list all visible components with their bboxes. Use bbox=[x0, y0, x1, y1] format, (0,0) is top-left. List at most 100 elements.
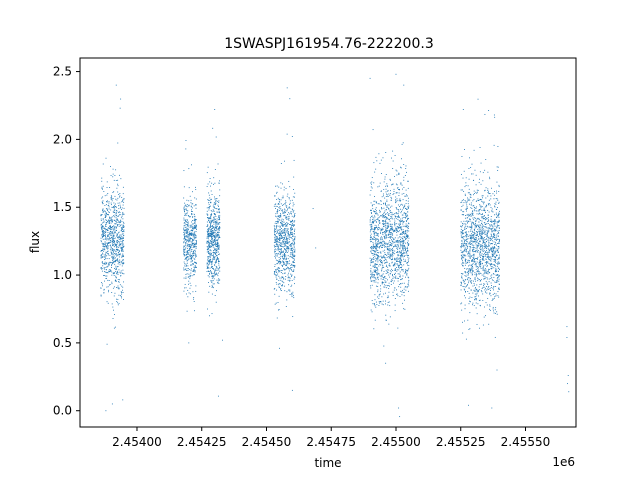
data-point bbox=[398, 267, 400, 269]
data-point bbox=[116, 272, 118, 274]
data-point bbox=[371, 258, 372, 260]
data-point bbox=[274, 264, 276, 266]
data-point bbox=[395, 192, 397, 194]
data-point bbox=[462, 255, 464, 257]
data-point bbox=[193, 251, 194, 253]
data-point bbox=[114, 223, 116, 225]
data-point bbox=[406, 234, 408, 236]
data-point bbox=[405, 252, 407, 254]
data-point bbox=[280, 251, 282, 253]
data-point bbox=[192, 213, 194, 215]
data-point bbox=[102, 231, 104, 233]
data-point bbox=[389, 264, 391, 266]
data-point bbox=[105, 229, 107, 230]
data-point bbox=[121, 248, 123, 250]
data-point bbox=[122, 238, 124, 239]
data-point bbox=[379, 302, 381, 304]
data-point bbox=[186, 219, 188, 221]
data-point bbox=[370, 233, 372, 235]
data-point bbox=[473, 305, 475, 307]
data-point bbox=[104, 244, 106, 246]
data-point bbox=[404, 246, 406, 248]
data-point bbox=[213, 269, 215, 270]
data-point bbox=[191, 210, 192, 212]
data-point bbox=[276, 191, 278, 193]
data-point bbox=[292, 234, 293, 236]
data-point bbox=[393, 237, 395, 239]
data-point bbox=[496, 222, 498, 224]
data-point bbox=[498, 190, 500, 192]
data-point bbox=[387, 222, 389, 224]
data-point bbox=[280, 242, 282, 244]
data-point bbox=[385, 214, 387, 216]
data-point bbox=[287, 262, 289, 264]
data-point bbox=[497, 267, 499, 269]
data-point bbox=[382, 221, 384, 222]
data-point bbox=[406, 208, 408, 210]
data-point bbox=[291, 220, 293, 222]
data-point bbox=[371, 215, 373, 217]
data-point bbox=[278, 256, 280, 258]
data-point bbox=[115, 244, 117, 246]
data-point bbox=[289, 267, 291, 269]
data-point bbox=[463, 211, 465, 213]
data-point bbox=[382, 256, 384, 258]
data-point bbox=[210, 253, 212, 255]
data-point bbox=[397, 229, 398, 231]
data-point bbox=[389, 240, 391, 242]
data-point bbox=[101, 250, 102, 251]
data-point bbox=[284, 237, 285, 239]
data-point bbox=[278, 280, 280, 282]
data-point bbox=[487, 254, 489, 256]
data-point bbox=[207, 267, 208, 269]
data-point bbox=[401, 229, 403, 231]
data-point bbox=[292, 265, 294, 267]
data-point bbox=[464, 149, 465, 150]
data-point bbox=[405, 189, 407, 191]
data-point bbox=[192, 246, 194, 248]
data-point bbox=[102, 263, 104, 265]
data-point bbox=[193, 252, 194, 254]
data-point bbox=[212, 209, 214, 211]
data-point bbox=[212, 285, 214, 287]
data-point bbox=[276, 252, 278, 254]
data-point bbox=[115, 226, 117, 228]
data-point bbox=[381, 237, 383, 239]
data-point bbox=[115, 223, 117, 225]
data-point bbox=[388, 249, 390, 251]
data-point bbox=[218, 278, 220, 280]
data-point bbox=[370, 229, 372, 231]
data-point bbox=[287, 251, 289, 253]
data-point bbox=[101, 177, 103, 179]
data-point bbox=[183, 253, 185, 255]
data-point bbox=[105, 226, 107, 228]
data-point bbox=[461, 309, 463, 311]
data-point bbox=[403, 232, 404, 234]
data-point bbox=[104, 210, 106, 212]
data-point bbox=[482, 180, 484, 182]
data-point bbox=[191, 164, 192, 166]
data-point bbox=[291, 284, 293, 286]
data-point bbox=[461, 226, 463, 228]
data-point bbox=[273, 230, 275, 232]
data-point bbox=[117, 304, 119, 306]
data-point bbox=[278, 201, 280, 203]
data-point bbox=[472, 302, 474, 304]
data-point bbox=[397, 239, 399, 241]
data-point bbox=[188, 240, 190, 242]
data-point bbox=[217, 281, 219, 283]
data-point bbox=[470, 269, 472, 271]
data-point bbox=[482, 224, 483, 226]
data-point bbox=[113, 206, 114, 208]
data-point bbox=[286, 240, 288, 242]
data-point bbox=[210, 246, 212, 248]
data-point bbox=[294, 237, 296, 239]
data-point bbox=[396, 187, 398, 189]
data-point bbox=[120, 225, 121, 227]
data-point bbox=[383, 271, 385, 272]
data-point bbox=[108, 211, 110, 213]
data-point bbox=[215, 225, 217, 227]
data-point bbox=[397, 244, 399, 246]
data-point bbox=[215, 265, 217, 267]
data-point bbox=[373, 238, 375, 240]
